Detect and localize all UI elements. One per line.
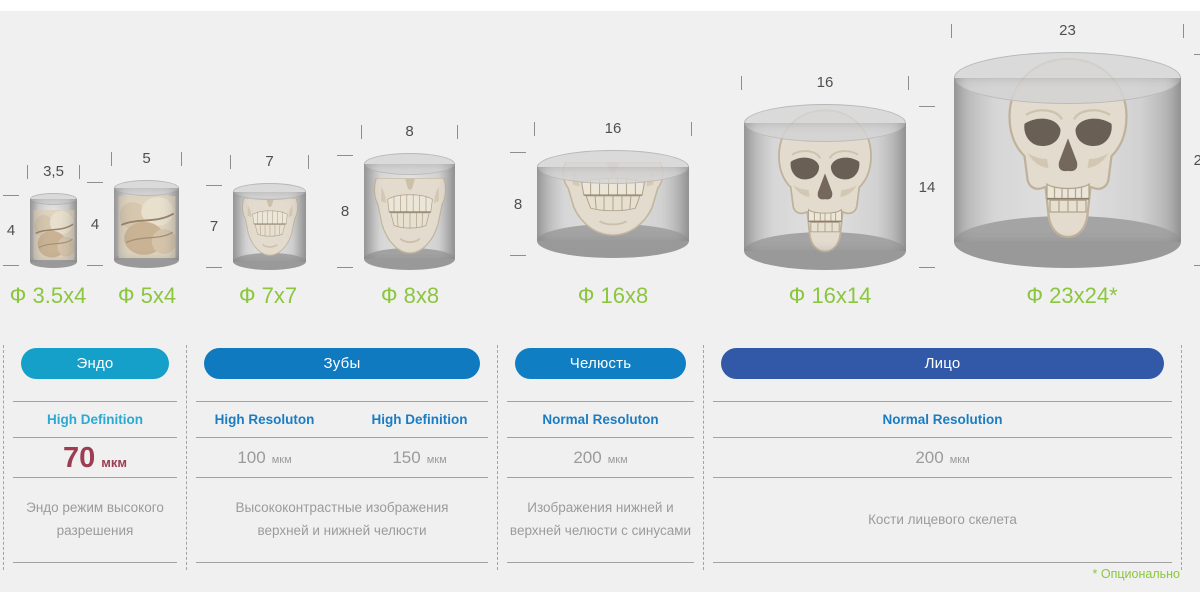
fov-size-label: Ф 3.5x4 bbox=[9, 283, 87, 308]
mode-description: Кости лицевого скелета bbox=[868, 511, 1017, 527]
voxel-size: 70 мкм bbox=[4, 438, 186, 477]
voxel-value: 200 bbox=[573, 448, 602, 467]
mode-description: Эндо режим высокого разрешения bbox=[26, 500, 164, 538]
diameter-ruler: 8 bbox=[361, 123, 458, 140]
divider-line bbox=[196, 477, 488, 478]
mode-description: Изображения нижней и верхней челюсти с с… bbox=[509, 500, 692, 538]
divider-line bbox=[507, 437, 694, 438]
voxel-size: 100 мкм bbox=[187, 438, 342, 477]
divider-line bbox=[713, 477, 1172, 478]
height-value: 4 bbox=[90, 215, 100, 233]
height-value: 14 bbox=[918, 178, 936, 196]
height-value: 8 bbox=[513, 195, 523, 213]
resolution-label: Normal Resoluton bbox=[542, 412, 659, 427]
fov-size-label: Ф 5x4 bbox=[117, 283, 177, 308]
diameter-value: 5 bbox=[142, 150, 151, 167]
resolution-label: High Definition bbox=[47, 412, 143, 427]
mode-button-endo[interactable]: Эндо bbox=[21, 348, 169, 379]
fov-cylinder-8x8: 8 8 bbox=[337, 123, 458, 270]
height-ruler: 24 bbox=[1189, 54, 1200, 266]
voxel-unit: мкм bbox=[949, 454, 970, 466]
divider-line bbox=[13, 562, 177, 563]
diameter-value: 23 bbox=[1059, 22, 1076, 39]
height-ruler: 7 bbox=[201, 185, 227, 268]
fov-size-label: Ф 23x24* bbox=[1026, 283, 1118, 308]
height-value: 24 bbox=[1193, 151, 1200, 169]
diameter-value: 8 bbox=[405, 123, 414, 140]
height-value: 8 bbox=[340, 203, 350, 220]
voxel-size: 200 мкм bbox=[498, 438, 703, 477]
mode-column-endo: Эндо High Definition 70 мкм Эндо режим в… bbox=[3, 345, 186, 570]
fov-cylinder-3_5x4: 3,5 4 bbox=[3, 163, 80, 268]
mode-column-jaw: Челюсть Normal Resoluton 200 мкм Изображ… bbox=[497, 345, 703, 570]
voxel-value: 100 bbox=[237, 448, 266, 467]
divider-line bbox=[13, 401, 177, 402]
diameter-value: 3,5 bbox=[43, 163, 64, 180]
diameter-value: 16 bbox=[604, 120, 622, 137]
voxel-unit: мкм bbox=[426, 454, 447, 466]
height-value: 4 bbox=[6, 222, 16, 239]
resolution-label: High Resoluton bbox=[214, 412, 315, 427]
diameter-ruler: 7 bbox=[230, 153, 309, 170]
fov-size-label: Ф 7x7 bbox=[238, 283, 298, 308]
height-ruler: 4 bbox=[82, 182, 108, 266]
divider-line bbox=[13, 437, 177, 438]
voxel-size: 150 мкм bbox=[342, 438, 497, 477]
divider-line bbox=[507, 562, 694, 563]
fov-cylinder-7x7: 7 7 bbox=[206, 153, 309, 270]
voxel-unit: мкм bbox=[271, 454, 292, 466]
diameter-ruler: 16 bbox=[741, 74, 909, 91]
voxel-value: 70 bbox=[62, 442, 96, 474]
fov-size-label: Ф 16x14 bbox=[788, 283, 872, 308]
fov-cylinder-23x24: 23 24 bbox=[951, 22, 1200, 268]
mode-button-face[interactable]: Лицо bbox=[721, 348, 1164, 379]
diameter-ruler: 16 bbox=[534, 120, 692, 137]
divider-line bbox=[713, 562, 1172, 563]
mode-column-teeth: Зубы High Resoluton High Definition 100 … bbox=[186, 345, 497, 570]
divider-line bbox=[196, 437, 488, 438]
mode-column-face: Лицо Normal Resolution 200 мкм Кости лиц… bbox=[703, 345, 1182, 570]
divider-line bbox=[713, 437, 1172, 438]
fov-cylinder-16x8: 16 8 bbox=[510, 120, 692, 258]
resolution-label: High Definition bbox=[371, 412, 468, 427]
height-ruler: 8 bbox=[332, 155, 358, 268]
fov-cylinder-5x4: 5 4 bbox=[87, 150, 182, 268]
diameter-ruler: 3,5 bbox=[27, 163, 80, 180]
voxel-unit: мкм bbox=[101, 455, 127, 470]
voxel-size: 200 мкм bbox=[704, 438, 1181, 477]
divider-line bbox=[507, 477, 694, 478]
voxel-value: 150 bbox=[392, 448, 421, 467]
voxel-unit: мкм bbox=[607, 454, 628, 466]
divider-line bbox=[196, 562, 488, 563]
fov-cylinder-16x14: 16 14 bbox=[741, 74, 935, 270]
voxel-value: 200 bbox=[915, 448, 944, 467]
divider-line bbox=[13, 477, 177, 478]
height-value: 7 bbox=[209, 218, 219, 235]
mode-description: Высококонтрастные изображения верхней и … bbox=[235, 500, 449, 538]
diameter-ruler: 23 bbox=[951, 22, 1184, 39]
mode-button-jaw[interactable]: Челюсть bbox=[515, 348, 686, 379]
height-ruler: 8 bbox=[505, 152, 531, 256]
fov-size-label: Ф 8x8 bbox=[380, 283, 440, 308]
resolution-label: Normal Resolution bbox=[882, 412, 1003, 427]
height-ruler: 14 bbox=[914, 106, 940, 268]
mode-button-teeth[interactable]: Зубы bbox=[204, 348, 480, 379]
top-border bbox=[0, 0, 1200, 11]
divider-line bbox=[196, 401, 488, 402]
optional-footnote: * Опционально bbox=[1092, 567, 1180, 581]
divider-line bbox=[713, 401, 1172, 402]
diameter-value: 7 bbox=[265, 153, 274, 170]
bottom-border bbox=[0, 592, 1200, 600]
divider-line bbox=[507, 401, 694, 402]
fov-size-label: Ф 16x8 bbox=[577, 283, 649, 308]
diameter-value: 16 bbox=[816, 74, 834, 91]
height-ruler: 4 bbox=[0, 195, 24, 266]
diameter-ruler: 5 bbox=[111, 150, 182, 167]
